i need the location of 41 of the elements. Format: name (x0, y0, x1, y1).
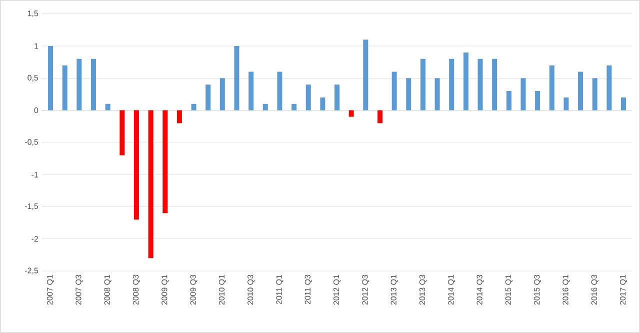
bar (306, 84, 311, 110)
bar (292, 104, 297, 110)
bar (363, 40, 368, 110)
bar (449, 58, 454, 110)
bar (90, 58, 96, 110)
bar (220, 78, 225, 110)
bar (478, 58, 483, 110)
bar (506, 91, 512, 110)
bar (549, 65, 554, 110)
bar (348, 110, 354, 117)
bar (105, 104, 110, 110)
bar (578, 72, 584, 110)
bar (134, 110, 139, 220)
bar (76, 58, 82, 110)
bar (206, 84, 211, 110)
bar (406, 78, 412, 110)
bar (320, 98, 326, 110)
bar (62, 65, 68, 110)
bar (592, 78, 598, 110)
bar (176, 110, 182, 124)
bar (564, 98, 569, 110)
bar (492, 58, 498, 110)
bar (377, 110, 382, 124)
bar (606, 65, 612, 110)
bar (334, 84, 340, 110)
bar (520, 78, 526, 110)
bar (535, 91, 540, 110)
bar (434, 78, 440, 110)
bar (392, 72, 397, 110)
bar (262, 104, 268, 110)
bar (248, 72, 254, 110)
bar (234, 46, 240, 110)
bar (463, 52, 468, 110)
bar (277, 72, 282, 110)
bar (191, 104, 196, 110)
bar (162, 110, 168, 214)
bar (620, 98, 626, 110)
bar (420, 58, 426, 110)
bar (148, 110, 154, 258)
bar (48, 46, 54, 110)
bar (120, 110, 125, 156)
